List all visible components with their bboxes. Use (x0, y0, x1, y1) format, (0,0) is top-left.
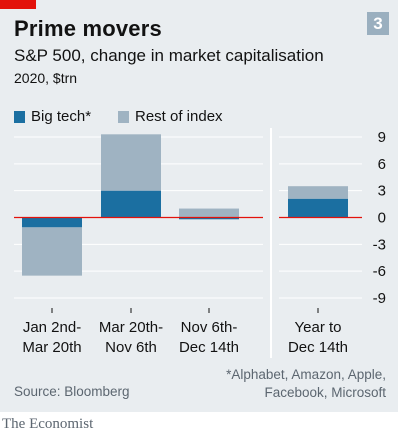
bar-1-0-series-0 (288, 198, 348, 218)
y-tick-label-5: -6 (373, 263, 386, 280)
bar-0-1-series-0 (101, 190, 161, 218)
brand-accent-bar (0, 0, 36, 9)
x-tick-label-0-1-0: Mar 20th- (99, 319, 163, 336)
x-tick-label-0-2-1: Dec 14th (179, 339, 239, 356)
x-tick-label-1-0-0: Year to (295, 319, 342, 336)
chart-title: Prime movers (14, 16, 162, 41)
footnote: *Alphabet, Amazon, Apple, Facebook, Micr… (166, 366, 386, 402)
bar-0-1-series-1 (101, 134, 161, 191)
x-tick-label-0-0-1: Mar 20th (22, 339, 81, 356)
legend-label-big-tech: Big tech* (31, 108, 92, 125)
y-tick-label-0: 9 (378, 129, 386, 146)
y-tick-label-4: -3 (373, 236, 386, 253)
y-tick-label-2: 3 (378, 183, 386, 200)
footnote-line-1: *Alphabet, Amazon, Apple, (226, 367, 386, 382)
y-tick-label-3: 0 (378, 210, 386, 227)
bar-0-0-series-1 (22, 227, 82, 276)
legend-swatch-rest-of-index (118, 111, 129, 123)
x-tick-label-0-0-0: Jan 2nd- (23, 319, 81, 336)
chart-plot: Jan 2nd- Mar 20th Mar 20th- Nov 6th Nov 6th-… (14, 128, 386, 358)
legend-swatch-big-tech (14, 111, 25, 123)
bar-0-2-series-1 (179, 208, 239, 218)
y-tick-label-6: -9 (373, 290, 386, 307)
bar-0-0-series-0 (22, 217, 82, 228)
legend-label-rest-of-index: Rest of index (135, 108, 223, 125)
bar-1-0-series-1 (288, 186, 348, 199)
x-tick-label-0-1-1: Nov 6th (105, 339, 157, 356)
bar-0-2-series-0 (179, 217, 239, 220)
chart-subtitle: S&P 500, change in market capitalisation (14, 46, 324, 65)
brand-wordmark: The Economist (2, 416, 94, 432)
x-tick-label-1-0-1: Dec 14th (288, 339, 348, 356)
y-tick-label-1: 6 (378, 156, 386, 173)
chart-unit-line: 2020, $trn (14, 70, 78, 86)
source-note: Source: Bloomberg (14, 384, 130, 399)
chart-number-badge: 3 (367, 12, 389, 35)
footnote-line-2: Facebook, Microsoft (264, 385, 386, 400)
x-tick-label-0-2-0: Nov 6th- (181, 319, 238, 336)
